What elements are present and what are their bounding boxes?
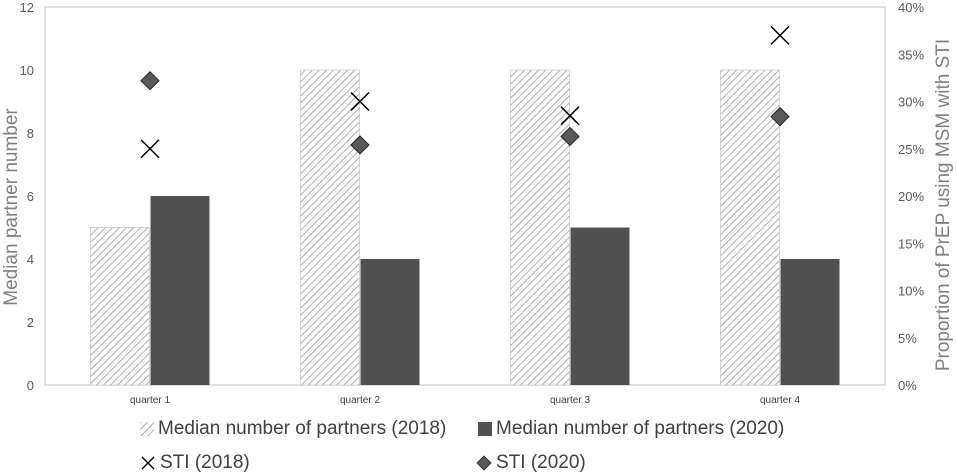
legend-label: STI (2018) <box>160 452 250 473</box>
sti-2020-marker <box>560 126 580 147</box>
x-marker-stroke <box>140 139 160 159</box>
legend-label: Median number of partners (2020) <box>496 418 785 439</box>
sti-2020-marker <box>350 135 370 155</box>
y-tick-label: 0 <box>27 378 34 393</box>
x-axis-ticks: quarter 1 quarter 2 quarter 3 quarter 4 <box>130 395 800 406</box>
y2-tick-label: 25% <box>898 142 924 157</box>
bar-2020 <box>570 227 630 385</box>
y2-tick-label: 15% <box>898 236 924 251</box>
bar-2020 <box>360 259 420 385</box>
legend-item-2018-bars: Median number of partners (2018) <box>140 418 446 440</box>
sti-2020-marker <box>770 106 790 127</box>
solid-swatch-icon <box>478 422 492 436</box>
y2-axis-title: Proportion of PrEP using MSM with STI <box>933 39 954 371</box>
plot-area-frame <box>44 6 886 386</box>
sti-2020-marker <box>140 71 160 91</box>
sti-2018-marker <box>560 106 580 126</box>
bars <box>90 69 840 386</box>
legend-label: STI (2020) <box>496 452 586 473</box>
diamond-marker-icon <box>476 455 492 471</box>
bar-2018 <box>90 227 150 386</box>
y-tick-label: 4 <box>27 252 34 267</box>
y-tick-label: 12 <box>20 0 34 15</box>
x-tick-label: quarter 1 <box>130 395 170 406</box>
y-tick-label: 6 <box>27 189 34 204</box>
bar-2020 <box>150 196 210 385</box>
legend: Median number of partners (2018) Median … <box>0 412 957 476</box>
bar-2020 <box>780 259 840 385</box>
x-marker-stroke <box>770 25 790 45</box>
y-tick-label: 10 <box>20 63 34 78</box>
legend-label: Median number of partners (2018) <box>158 418 447 439</box>
x-marker-stroke <box>350 91 370 112</box>
x-marker-stroke <box>560 106 580 126</box>
x-tick-label: quarter 2 <box>340 395 380 406</box>
markers <box>140 25 790 159</box>
legend-item-2020-bars: Median number of partners (2020) <box>478 418 784 440</box>
plot-border <box>44 6 886 386</box>
bar-2018 <box>720 69 780 386</box>
legend-item-sti-2020: STI (2020) <box>476 452 586 474</box>
hatched-swatch-icon <box>140 422 154 436</box>
bar-2018 <box>300 69 360 386</box>
y2-tick-label: 30% <box>898 95 924 110</box>
y2-tick-label: 35% <box>898 47 924 62</box>
x-tick-label: quarter 3 <box>550 395 590 406</box>
y2-tick-label: 20% <box>898 189 924 204</box>
y2-tick-label: 0% <box>898 378 917 393</box>
sti-2018-marker <box>770 25 790 45</box>
left-axis-ticks: 0 2 4 6 8 10 12 <box>20 0 34 393</box>
y-tick-label: 8 <box>27 126 34 141</box>
x-tick-label: quarter 4 <box>760 395 800 406</box>
y2-tick-label: 40% <box>898 0 924 15</box>
y-axis-title: Median partner number <box>1 108 22 306</box>
sti-2018-marker <box>350 91 370 112</box>
chart: 0 2 4 6 8 10 12 0% 5% 10% 15% 20% 25% 30% 35% 40% quar… <box>1 0 954 406</box>
legend-item-sti-2018: STI (2018) <box>140 452 250 474</box>
x-marker-icon <box>141 456 155 470</box>
right-axis-ticks: 0% 5% 10% 15% 20% 25% 30% 35% 40% <box>898 0 924 393</box>
y-tick-label: 2 <box>27 315 34 330</box>
y2-tick-label: 10% <box>898 284 924 299</box>
y2-tick-label: 5% <box>898 331 917 346</box>
bar-2018 <box>510 69 570 386</box>
sti-2018-marker <box>140 139 160 159</box>
